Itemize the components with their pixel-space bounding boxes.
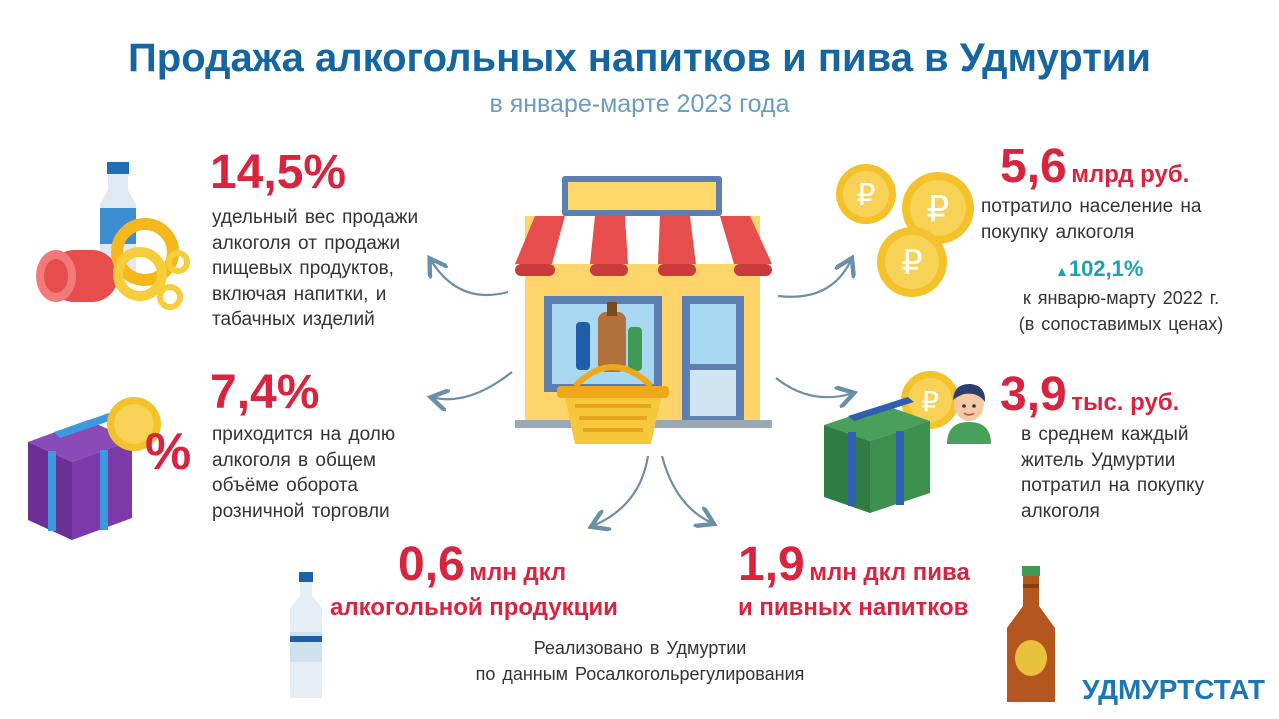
svg-text:₽: ₽ (901, 243, 923, 283)
share-food-line: алкоголя от продажи (212, 232, 401, 254)
share-turnover-line: розничной торговли (212, 500, 390, 522)
share-turnover-line: объёме оборота (212, 475, 358, 496)
share-turnover-line: приходится на долю (212, 424, 396, 445)
per-capita-unit: тыс. руб. (1071, 389, 1180, 416)
share-turnover-line: алкоголя в общем (212, 449, 376, 471)
page-title: Продажа алкогольных напитков и пива в Уд… (128, 36, 1151, 80)
coins-icon: ₽ ₽ ₽ (836, 164, 974, 297)
beer-volume-value: 1,9 (738, 538, 805, 591)
growth-description: к январю-марту 2022 г. (в сопоставимых ц… (990, 286, 1252, 337)
alcohol-volume-label: алкогольной продукции (330, 594, 618, 621)
spent-total-headline: 5,6 млрд руб. (1000, 142, 1189, 192)
gift-box-icon (824, 397, 930, 513)
per-capita-headline: 3,9 тыс. руб. (1000, 370, 1179, 420)
percent-icon: % (145, 423, 192, 481)
beer-volume-unit: млн дкл пива (809, 559, 970, 586)
spent-total-unit: млрд руб. (1071, 161, 1190, 188)
spent-total-line: потратило население на (981, 196, 1202, 217)
spent-total-line: покупку алкоголя (981, 221, 1135, 243)
vodka-bottle-icon (290, 572, 322, 698)
source-note: Реализовано в Удмуртии по данным Росалко… (420, 636, 860, 687)
alcohol-volume-headline: 0,6 млн дкл (398, 540, 566, 590)
spent-total-description: потратило население на покупку алкоголя (981, 194, 1201, 245)
person-icon (947, 383, 991, 444)
source-note-line: Реализовано в Удмуртии (533, 638, 747, 658)
share-food-line: удельный вес продажи (212, 207, 419, 228)
share-food-value: 14,5% (210, 146, 347, 199)
share-food-line: пищевых продуктов, (212, 258, 394, 279)
share-food-line: табачных изделий (212, 309, 375, 330)
source-note-line: по данным Росалкогольрегулирования (475, 663, 805, 684)
svg-text:₽: ₽ (921, 385, 939, 418)
alcohol-volume-value: 0,6 (398, 538, 465, 591)
share-food-line: включая напитки, и (212, 283, 387, 305)
growth-value: 102,1% (1068, 256, 1144, 281)
beer-bottle-icon (1007, 566, 1055, 702)
svg-text:₽: ₽ (927, 189, 950, 230)
beer-volume-label: и пивных напитков (738, 594, 969, 621)
per-capita-value: 3,9 (1000, 368, 1067, 421)
coin-icon (107, 397, 161, 451)
share-turnover-value: 7,4% (210, 366, 320, 419)
share-food-description: удельный вес продажи алкоголя от продажи… (212, 205, 418, 333)
per-capita-line: алкоголя (1021, 500, 1100, 522)
growth-line: к январю-марту 2022 г. (1022, 288, 1220, 308)
svg-text:₽: ₽ (856, 178, 875, 213)
page-subtitle: в январе-марте 2023 года (489, 90, 790, 118)
basket-icon (557, 364, 669, 444)
growth-line: (в сопоставимых ценах) (1018, 313, 1224, 334)
share-turnover-description: приходится на долю алкоголя в общем объё… (212, 422, 395, 524)
coin-icon: ₽ (901, 371, 959, 429)
sausage-icon (36, 250, 118, 302)
per-capita-line: потратил на покупку (1021, 475, 1205, 496)
gift-box-icon (28, 412, 132, 540)
beer-volume-headline: 1,9 млн дкл пива (738, 540, 970, 590)
spent-total-value: 5,6 (1000, 140, 1067, 193)
alcohol-volume-unit: млн дкл (469, 559, 567, 586)
bagels-icon (111, 218, 190, 310)
per-capita-line: житель Удмуртии (1021, 449, 1176, 471)
triangle-up-icon: ▲ (1055, 263, 1069, 279)
per-capita-description: в среднем каждый житель Удмуртии потрати… (1021, 422, 1204, 524)
per-capita-line: в среднем каждый (1021, 424, 1189, 445)
brand-logo: УДМУРТСТАТ (1082, 674, 1265, 705)
growth-indicator: ▲102,1% (1055, 256, 1143, 282)
